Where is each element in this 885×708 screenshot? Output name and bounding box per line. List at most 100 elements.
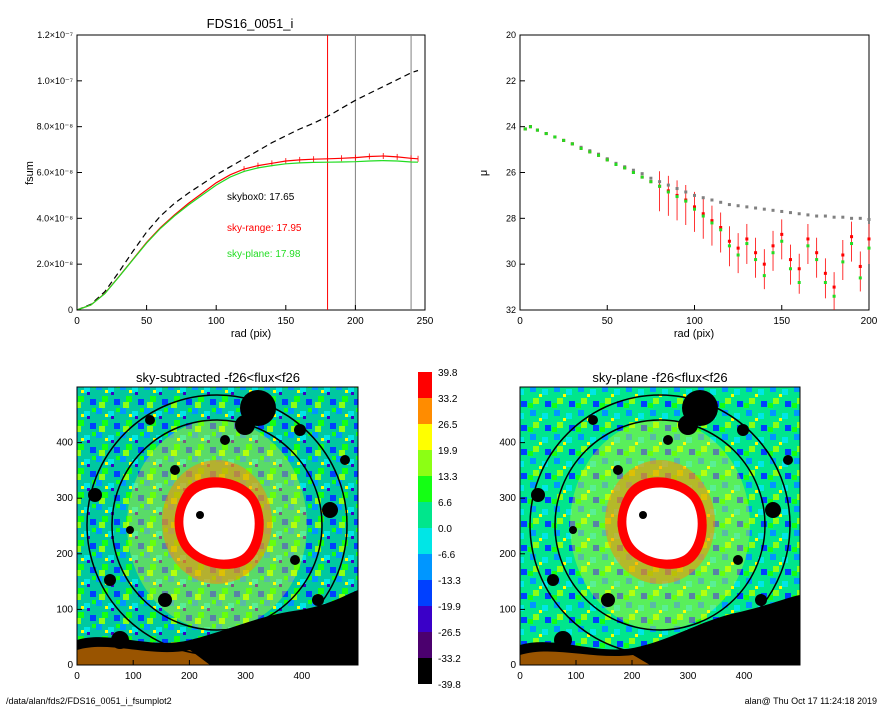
growth-curve-ytick-label: 4.0×10⁻⁸ — [37, 213, 74, 223]
sky-subtracted-map-xtick-label: 300 — [237, 671, 254, 682]
colorbar-label: 0.0 — [438, 524, 452, 535]
colorbar-swatch — [418, 658, 432, 684]
surface-brightness-point-0 — [841, 215, 845, 219]
sky-subtracted-map-ytick-label: 0 — [67, 660, 73, 671]
sky-subtracted-map-ytick-label: 200 — [56, 549, 73, 560]
growth-curve-ytick-label: 1.0×10⁻⁷ — [37, 76, 73, 86]
surface-brightness-point-1 — [727, 239, 731, 243]
sky-subtracted-map-title: sky-subtracted -f26<flux<f26 — [136, 370, 300, 385]
sky-subtracted-map-image — [77, 387, 358, 665]
colorbar-label: 33.2 — [438, 394, 458, 405]
colorbar-swatch — [418, 502, 432, 528]
growth-curve-xtick-label: 150 — [277, 316, 294, 327]
surface-brightness-xtick-label: 100 — [686, 316, 703, 327]
surface-brightness-point-1 — [867, 237, 871, 241]
surface-brightness-point-0 — [710, 198, 714, 202]
surface-brightness-point-1 — [797, 267, 801, 271]
surface-brightness-point-0 — [771, 208, 775, 212]
surface-brightness-point-1 — [858, 264, 862, 268]
surface-brightness-point-1 — [832, 285, 836, 289]
surface-brightness-point-0 — [658, 180, 662, 184]
colorbar-label: 26.5 — [438, 420, 458, 431]
surface-brightness-point-2 — [535, 128, 539, 132]
surface-brightness-point-2 — [658, 184, 662, 188]
sky-subtracted-map-xtick-label: 200 — [181, 671, 198, 682]
growth-curve-xlabel: rad (pix) — [231, 328, 271, 340]
sky-subtracted-map-xtick-label: 400 — [293, 671, 310, 682]
growth-curve-xtick-label: 0 — [74, 316, 80, 327]
surface-brightness-point-2 — [588, 150, 592, 154]
surface-brightness-point-2 — [832, 294, 836, 298]
surface-brightness-ylabel: μ — [478, 170, 490, 176]
surface-brightness-point-1 — [806, 237, 810, 241]
sky-plane-map-xtick-label: 100 — [568, 671, 585, 682]
growth-curve-ytick-label: 0 — [68, 305, 73, 315]
sky-subtracted-map-panel: sky-subtracted -f26<flux<f26 — [56, 370, 359, 682]
surface-brightness-point-1 — [850, 235, 854, 239]
growth-curve-series-0 — [76, 69, 419, 311]
colorbar-label: -26.5 — [438, 628, 461, 639]
surface-brightness-point-0 — [727, 203, 731, 207]
colorbar-label: -6.6 — [438, 550, 456, 561]
colorbar-label: 39.8 — [438, 368, 458, 379]
surface-brightness-point-0 — [788, 211, 792, 215]
surface-brightness-ytick-label: 26 — [506, 168, 516, 178]
surface-brightness-ytick-label: 32 — [506, 305, 516, 315]
colorbar-swatch — [418, 632, 432, 658]
colorbar-swatch — [418, 476, 432, 502]
footer-path: /data/alan/fds2/FDS16_0051_i_fsumplot2 — [6, 696, 172, 706]
growth-curve-ytick-label: 1.2×10⁻⁷ — [37, 30, 73, 40]
surface-brightness-point-2 — [553, 135, 557, 139]
annotation-sky-plane: sky-plane: 17.98 — [227, 249, 301, 260]
surface-brightness-point-0 — [701, 196, 705, 200]
surface-brightness-point-2 — [640, 175, 644, 179]
sky-subtracted-map-ytick-label: 400 — [56, 438, 73, 449]
growth-curve-frame — [76, 34, 426, 311]
growth-curve-xtick-label: 250 — [417, 316, 434, 327]
surface-brightness-point-2 — [745, 242, 749, 246]
sky-subtracted-map-xtick-label: 0 — [74, 671, 80, 682]
surface-brightness-point-1 — [745, 237, 749, 241]
surface-brightness-point-2 — [523, 127, 527, 131]
surface-brightness-point-2 — [710, 221, 714, 225]
colorbar: 39.8 33.2 26.5 19.9 13.3 6.6 0.0 -6.6 -13.3 -19.9… — [418, 368, 461, 691]
surface-brightness-point-0 — [867, 217, 871, 221]
surface-brightness-point-2 — [797, 281, 801, 284]
surface-brightness-point-0 — [850, 216, 854, 220]
surface-brightness-point-1 — [780, 232, 784, 236]
sky-plane-map-ytick-label: 400 — [499, 438, 516, 449]
colorbar-swatch — [418, 372, 432, 398]
sky-plane-map-xtick-label: 200 — [624, 671, 641, 682]
surface-brightness-point-0 — [815, 214, 819, 218]
colorbar-swatch — [418, 450, 432, 476]
surface-brightness-point-2 — [684, 199, 688, 203]
surface-brightness-ytick-label: 28 — [506, 213, 516, 223]
surface-brightness-point-2 — [623, 166, 627, 170]
sky-plane-map-xtick-label: 300 — [680, 671, 697, 682]
surface-brightness-point-2 — [579, 146, 583, 150]
colorbar-swatch — [418, 554, 432, 580]
surface-brightness-point-1 — [719, 226, 723, 229]
surface-brightness-point-2 — [771, 251, 775, 255]
colorbar-swatch — [418, 528, 432, 554]
colorbar-swatch — [418, 398, 432, 424]
surface-brightness-point-2 — [701, 214, 705, 218]
surface-brightness-point-2 — [788, 267, 792, 271]
surface-brightness-point-0 — [754, 206, 758, 210]
growth-curve-xtick-label: 50 — [141, 316, 153, 327]
surface-brightness-point-2 — [649, 180, 653, 184]
surface-brightness-point-2 — [631, 171, 635, 174]
annotation-skybox0: skybox0: 17.65 — [227, 192, 295, 203]
surface-brightness-point-0 — [666, 183, 670, 187]
surface-brightness-point-1 — [771, 244, 775, 248]
growth-curve-ylabel: fsum — [24, 161, 36, 185]
sky-plane-map-title: sky-plane -f26<flux<f26 — [592, 370, 727, 385]
colorbar-swatch — [418, 424, 432, 450]
surface-brightness-point-1 — [736, 246, 740, 250]
surface-brightness-point-2 — [754, 258, 758, 262]
surface-brightness-point-0 — [858, 216, 862, 220]
surface-brightness-point-1 — [815, 251, 819, 255]
colorbar-swatch — [418, 580, 432, 606]
colorbar-swatch — [418, 606, 432, 632]
